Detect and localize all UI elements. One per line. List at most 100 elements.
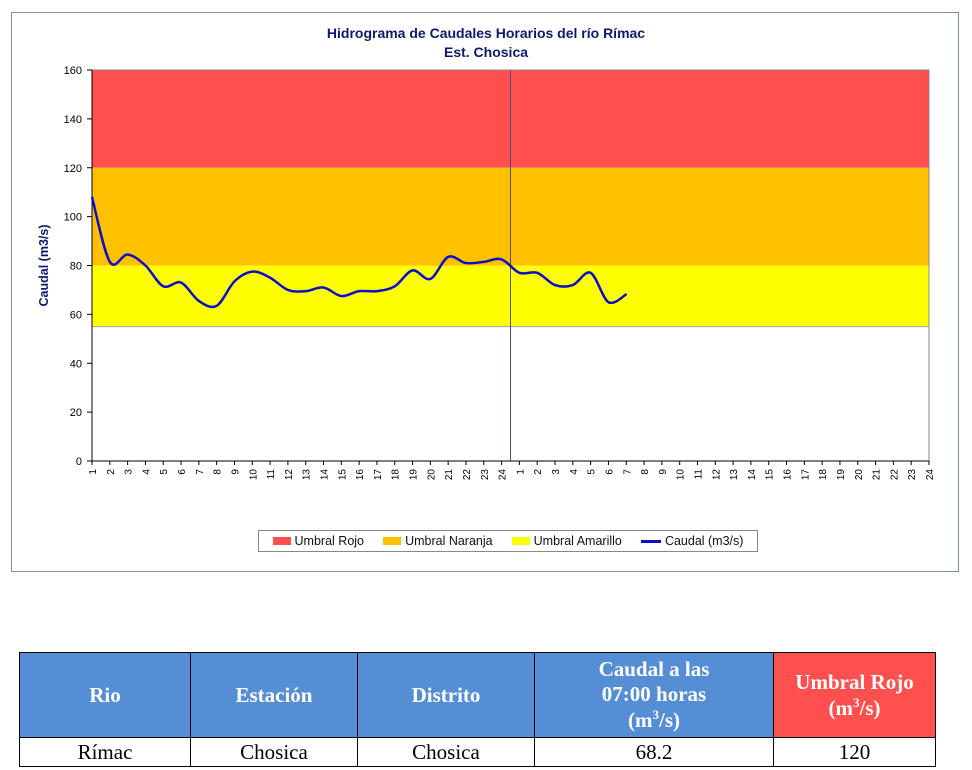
data-point xyxy=(126,253,129,256)
data-point xyxy=(198,300,200,302)
y-tick-label: 40 xyxy=(70,358,82,370)
legend-label: Caudal (m3/s) xyxy=(664,534,744,548)
cell-umbral: 120 xyxy=(773,737,936,767)
x-tick-label: 23 xyxy=(480,469,491,481)
chart-title: Hidrograma de Caudales Horarios del río … xyxy=(326,25,646,41)
legend-label: Umbral Amarillo xyxy=(533,534,622,548)
x-tick-label: 23 xyxy=(907,469,918,481)
x-tick-label: 18 xyxy=(818,469,829,481)
data-point xyxy=(180,281,182,284)
cell-distrito: Chosica xyxy=(357,737,535,767)
header-distrito: Distrito xyxy=(357,652,535,738)
legend-label: Umbral Naranja xyxy=(405,534,493,548)
data-point xyxy=(429,278,432,280)
x-tick-label: 11 xyxy=(693,469,704,480)
x-tick-label: 6 xyxy=(177,469,188,475)
data-point xyxy=(340,295,343,297)
legend-item: Umbral Naranja xyxy=(383,534,493,548)
x-tick-label: 2 xyxy=(106,469,117,475)
data-point xyxy=(572,284,574,286)
cell-estacion: Chosica xyxy=(190,737,358,767)
x-tick-label: 21 xyxy=(444,469,455,481)
legend-swatch xyxy=(383,537,402,545)
y-tick-label: 80 xyxy=(70,261,82,273)
x-tick-label: 15 xyxy=(337,469,348,481)
x-tick-label: 20 xyxy=(426,469,437,481)
legend-swatch xyxy=(640,539,661,543)
data-point xyxy=(304,290,307,292)
data-point xyxy=(109,261,111,263)
x-tick-label: 22 xyxy=(889,469,900,481)
data-point xyxy=(162,285,165,288)
x-tick-label: 11 xyxy=(266,469,277,480)
x-tick-label: 13 xyxy=(729,469,740,481)
table-row: Rímac Chosica Chosica 68.2 120 xyxy=(19,737,936,767)
x-tick-label: 17 xyxy=(800,469,811,481)
summary-table: Rio Estación Distrito Caudal a las 07:00… xyxy=(19,652,936,767)
x-tick-label: 14 xyxy=(747,469,758,481)
data-point xyxy=(482,261,485,263)
data-point xyxy=(554,284,556,286)
chart-legend: Umbral Rojo Umbral Naranja Umbral Amarillo… xyxy=(258,530,758,552)
x-tick-label: 7 xyxy=(622,469,633,475)
x-tick-label: 16 xyxy=(355,469,366,481)
y-tick-label: 100 xyxy=(64,212,82,224)
header-caudal: Caudal a las 07:00 horas (m3/s) xyxy=(534,652,774,738)
data-point xyxy=(358,290,360,292)
data-point xyxy=(269,276,271,279)
x-tick-label: 9 xyxy=(658,469,669,475)
chart-subtitle: Est. Chosica xyxy=(443,44,529,60)
data-point xyxy=(251,270,254,273)
header-umbral-unit: (m3/s) xyxy=(828,694,881,720)
x-tick-label: 18 xyxy=(391,469,402,481)
y-tick-label: 0 xyxy=(76,456,82,468)
legend-label: Umbral Rojo xyxy=(294,534,364,548)
x-tick-label: 8 xyxy=(213,469,224,475)
x-tick-label: 12 xyxy=(284,469,295,481)
data-point xyxy=(393,285,396,288)
data-point xyxy=(536,272,539,274)
y-tick-label: 140 xyxy=(64,114,82,126)
y-tick-label: 160 xyxy=(64,65,82,77)
x-tick-label: 15 xyxy=(765,469,776,481)
x-tick-label: 6 xyxy=(604,469,615,475)
cell-caudal: 68.2 xyxy=(534,737,774,767)
x-tick-label: 16 xyxy=(783,469,794,481)
legend-swatch xyxy=(511,537,530,545)
cell-rio: Rímac xyxy=(19,737,191,767)
x-tick-label: 10 xyxy=(248,469,259,481)
y-axis-label: Caudal (m3/s) xyxy=(37,225,51,307)
x-tick-label: 1 xyxy=(88,469,99,475)
header-caudal-unit: (m3/s) xyxy=(627,706,680,732)
x-tick-label: 12 xyxy=(711,469,722,481)
x-tick-label: 3 xyxy=(551,469,562,475)
x-tick-label: 1 xyxy=(515,469,526,475)
x-tick-label: 10 xyxy=(676,469,687,481)
data-point xyxy=(287,289,289,291)
x-tick-label: 13 xyxy=(302,469,313,481)
data-point xyxy=(500,258,503,261)
x-tick-label: 4 xyxy=(569,469,580,475)
x-tick-label: 14 xyxy=(320,469,331,481)
legend-item: Caudal (m3/s) xyxy=(640,534,744,548)
x-tick-label: 5 xyxy=(587,469,598,475)
data-point xyxy=(215,305,218,307)
data-point xyxy=(411,269,414,272)
y-tick-label: 20 xyxy=(70,407,82,419)
x-tick-label: 4 xyxy=(141,469,152,475)
legend-item: Umbral Amarillo xyxy=(511,534,622,548)
x-tick-label: 24 xyxy=(925,469,936,481)
x-tick-label: 21 xyxy=(872,469,883,481)
data-point xyxy=(518,272,521,274)
legend-swatch xyxy=(272,537,291,545)
header-estacion: Estación xyxy=(190,652,358,738)
header-umbral-line1: Umbral Rojo xyxy=(795,669,914,694)
header-rio: Rio xyxy=(19,652,191,738)
x-tick-label: 22 xyxy=(462,469,473,481)
data-point xyxy=(144,264,147,267)
x-tick-label: 5 xyxy=(159,469,170,475)
data-point xyxy=(625,293,628,296)
x-tick-label: 24 xyxy=(498,469,509,481)
data-point xyxy=(91,196,93,198)
